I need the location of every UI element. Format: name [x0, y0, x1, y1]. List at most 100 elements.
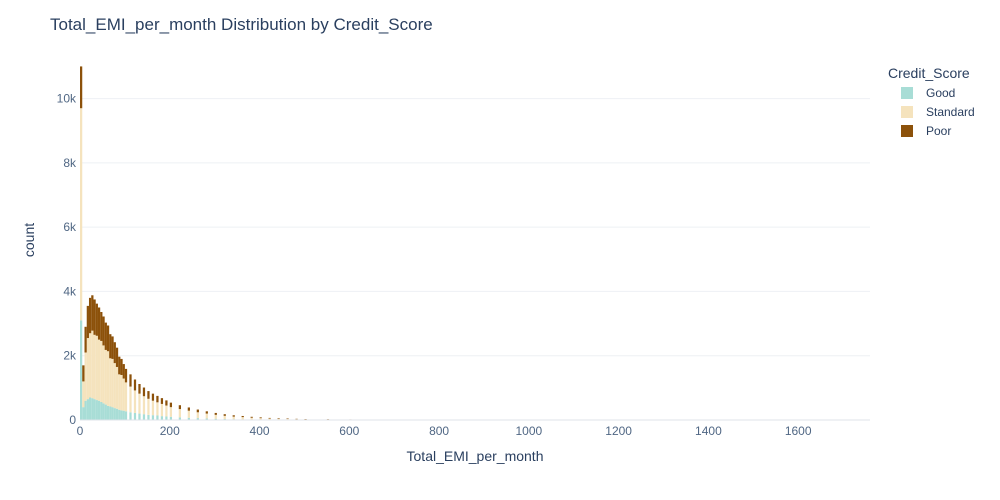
bar-poor — [120, 358, 123, 375]
bar-standard — [124, 382, 128, 412]
y-tick-label: 4k — [63, 284, 77, 298]
bar-poor — [80, 66, 83, 109]
y-tick-label: 10k — [57, 92, 77, 106]
bar-good — [156, 415, 159, 420]
bar-standard — [196, 412, 199, 419]
bar-poor — [205, 411, 208, 414]
bar-good — [187, 417, 190, 420]
bar-standard — [250, 417, 253, 420]
bar-poor — [84, 326, 87, 353]
bar-standard — [111, 358, 114, 408]
bar-standard — [277, 418, 280, 420]
bar-poor — [100, 312, 103, 341]
bar-poor — [232, 415, 235, 417]
bar-standard — [115, 366, 119, 409]
bar-poor — [109, 334, 112, 359]
bar-standard — [241, 417, 244, 420]
legend: Credit_Score Good Standard Poor — [888, 65, 975, 138]
bar-poor — [124, 368, 128, 383]
bar-poor — [259, 417, 262, 419]
bar-standard — [160, 403, 164, 417]
bar-poor — [95, 303, 98, 336]
bar-good — [104, 404, 107, 420]
legend-label-good: Good — [926, 86, 955, 100]
y-tick-label: 6k — [63, 220, 77, 234]
x-tick-label: 1600 — [785, 424, 812, 438]
legend-swatch-good — [901, 87, 913, 99]
legend-label-standard: Standard — [926, 105, 975, 119]
bar-standard — [113, 363, 116, 409]
x-tick-label: 600 — [339, 424, 359, 438]
bar-good — [100, 402, 103, 420]
bar-good — [88, 397, 92, 420]
bar-poor — [241, 415, 244, 418]
bar-standard — [80, 108, 83, 321]
bar-standard — [129, 386, 132, 413]
bar-standard — [120, 375, 123, 411]
bar-poor — [88, 297, 92, 334]
bar-good — [80, 320, 83, 420]
bar-good — [178, 417, 181, 420]
bar-standard — [187, 410, 190, 418]
bar-poor — [160, 398, 164, 404]
bar-poor — [151, 393, 155, 401]
bar-standard — [169, 407, 173, 417]
x-tick-label: 1000 — [516, 424, 543, 438]
bar-good — [97, 400, 101, 420]
bar-poor — [250, 416, 253, 418]
bar-good — [113, 408, 116, 420]
bar-standard — [100, 340, 103, 402]
y-axis: 0 2k 4k 6k 8k 10k — [57, 92, 77, 427]
bar-poor — [97, 307, 101, 340]
bar-good — [118, 409, 121, 420]
bar-good — [111, 407, 114, 420]
bar-good — [106, 405, 110, 420]
bar-good — [165, 416, 168, 420]
bar-poor — [196, 409, 199, 413]
bar-good — [86, 399, 89, 420]
bar-good — [84, 400, 87, 420]
bar-good — [160, 416, 164, 420]
bar-poor — [118, 356, 121, 375]
bar-poor — [165, 400, 168, 406]
bar-good — [133, 412, 137, 420]
bar-good — [129, 412, 132, 420]
bar-poor — [106, 325, 110, 352]
x-tick-label: 1200 — [605, 424, 632, 438]
bar-poor — [82, 365, 85, 382]
bar-good — [122, 410, 125, 420]
bar-good — [214, 418, 217, 420]
x-tick-label: 1400 — [695, 424, 722, 438]
bar-good — [102, 403, 105, 420]
bar-poor — [147, 391, 150, 399]
bar-good — [91, 398, 94, 420]
bar-standard — [93, 334, 96, 400]
y-tick-label: 8k — [63, 156, 77, 170]
bar-poor — [142, 387, 146, 397]
x-tick-label: 200 — [160, 424, 180, 438]
bar-standard — [97, 339, 101, 401]
bar-standard — [95, 335, 98, 401]
bar-good — [120, 410, 123, 420]
bar-standard — [214, 414, 217, 419]
bar-standard — [147, 398, 150, 415]
legend-swatch-poor — [901, 125, 913, 137]
bar-poor — [93, 299, 96, 335]
bar-poor — [102, 316, 105, 346]
bar-poor — [138, 384, 141, 394]
x-tick-label: 400 — [250, 424, 270, 438]
bar-good — [95, 400, 98, 420]
bar-good — [142, 414, 146, 420]
x-axis: 0 200 400 600 800 1000 1200 1400 1600 — [77, 419, 870, 438]
bar-standard — [88, 333, 92, 398]
bar-good — [82, 407, 85, 420]
bar-standard — [138, 393, 141, 414]
bar-poor — [277, 418, 280, 419]
bar-poor — [104, 322, 107, 350]
bar-good — [93, 399, 96, 420]
bar-good — [138, 413, 141, 420]
bar-standard — [259, 418, 262, 420]
bar-poor — [169, 402, 173, 408]
x-tick-label: 0 — [77, 424, 84, 438]
